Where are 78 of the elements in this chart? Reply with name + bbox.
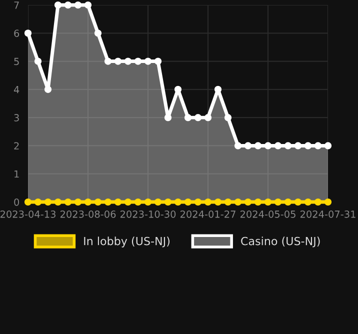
point [144, 198, 152, 206]
point [294, 142, 302, 150]
y-tick-label: 3 [14, 114, 19, 122]
y-tick-label: 1 [14, 170, 19, 178]
point [224, 198, 232, 206]
point [134, 58, 142, 65]
point [164, 114, 172, 122]
point [254, 142, 262, 150]
point [184, 198, 192, 206]
legend-label: In lobby (US-NJ) [84, 236, 170, 248]
point [304, 198, 312, 206]
legend-label: Casino (US-NJ) [241, 236, 320, 248]
point [244, 142, 252, 150]
point [324, 142, 332, 150]
x-tick-label: 2024-07-31 [300, 210, 356, 218]
point [244, 198, 252, 206]
point [124, 198, 132, 206]
point [194, 198, 202, 206]
point [34, 58, 42, 65]
y-tick-label: 2 [14, 142, 19, 150]
point [104, 58, 112, 65]
point [154, 198, 162, 206]
point [314, 142, 322, 150]
point [84, 1, 92, 9]
point [84, 198, 92, 206]
point [204, 114, 212, 122]
point [254, 198, 262, 206]
point [274, 142, 282, 150]
point [54, 1, 62, 9]
y-tick-label: 0 [14, 198, 20, 206]
point [144, 58, 152, 65]
point [34, 198, 42, 206]
point [204, 198, 212, 206]
point [284, 142, 292, 150]
point [154, 58, 162, 65]
point [294, 198, 302, 206]
x-tick-label: 2023-08-06 [60, 210, 116, 218]
point [124, 58, 132, 65]
x-tick-label: 2023-10-30 [120, 210, 176, 218]
x-tick-label: 2023-04-13 [0, 210, 56, 218]
point [94, 198, 102, 206]
point [284, 198, 292, 206]
point [44, 86, 52, 93]
point [74, 1, 82, 9]
x-tick-label: 2024-05-05 [240, 210, 296, 218]
point [174, 86, 182, 93]
point [104, 198, 112, 206]
point [114, 198, 122, 206]
point [224, 114, 232, 122]
y-tick-label: 4 [14, 86, 20, 94]
point [184, 114, 192, 122]
point [304, 142, 312, 150]
point [314, 198, 322, 206]
point [94, 30, 102, 37]
point [324, 198, 332, 206]
point [74, 198, 82, 206]
point [274, 198, 282, 206]
y-tick-label: 7 [14, 2, 19, 9]
point [24, 198, 32, 206]
point [174, 198, 182, 206]
point [214, 198, 222, 206]
point [264, 198, 272, 206]
point [114, 58, 122, 65]
point [64, 198, 72, 206]
point [54, 198, 62, 206]
point [44, 198, 52, 206]
point [234, 142, 242, 150]
point [194, 114, 202, 122]
point [234, 198, 242, 206]
y-tick-label: 6 [14, 30, 20, 37]
point [214, 86, 222, 93]
point [24, 30, 32, 37]
y-tick-label: 5 [14, 58, 19, 66]
point [134, 198, 142, 206]
x-tick-label: 2024-01-27 [180, 210, 236, 218]
point [64, 1, 72, 9]
point [164, 198, 172, 206]
point [264, 142, 272, 150]
